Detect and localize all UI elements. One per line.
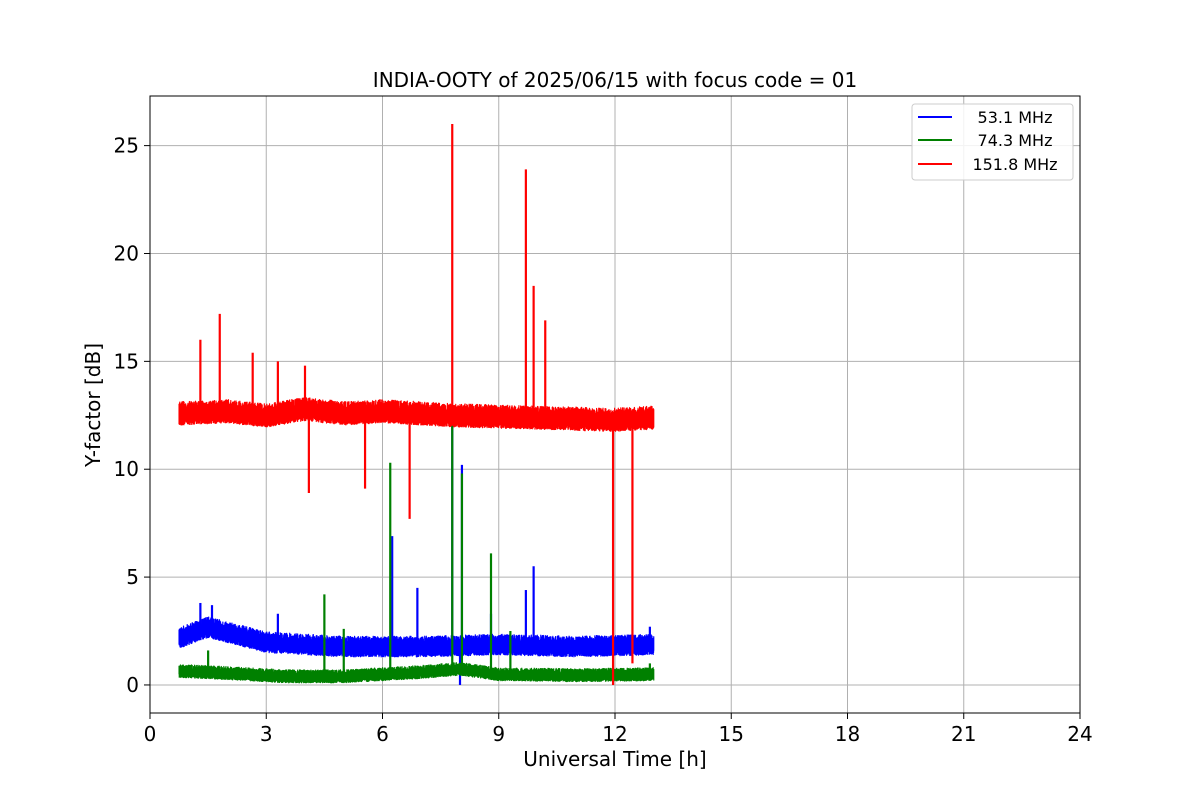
y-tick-label: 0: [126, 673, 139, 697]
legend-label-53-1: 53.1 MHz: [978, 108, 1053, 127]
y-tick-label: 25: [114, 134, 139, 158]
x-tick-label: 21: [951, 722, 976, 746]
x-tick-label: 12: [602, 722, 627, 746]
y-tick-label: 5: [126, 565, 139, 589]
series-layer: [178, 124, 655, 685]
legend-box: [911, 103, 1074, 181]
ticks: 0 3 6 9 12 15 18 21 24 0 5 10 15 20 25: [114, 134, 1093, 746]
legend: 53.1 MHz 74.3 MHz 151.8 MHz: [911, 103, 1074, 181]
chart-title: INDIA-OOTY of 2025/06/15 with focus code…: [373, 68, 857, 92]
x-tick-label: 6: [376, 722, 389, 746]
x-tick-label: 3: [260, 722, 273, 746]
legend-label-151-8: 151.8 MHz: [972, 155, 1057, 174]
x-tick-label: 18: [835, 722, 860, 746]
x-tick-label: 0: [144, 722, 157, 746]
x-axis-title: Universal Time [h]: [523, 747, 706, 771]
y-tick-label: 10: [114, 457, 139, 481]
x-tick-label: 24: [1067, 722, 1092, 746]
series-line-74-3-mhz: [178, 662, 655, 684]
y-tick-label: 15: [114, 349, 139, 373]
y-tick-label: 20: [114, 241, 139, 265]
series-line-151-8-mhz: [178, 397, 655, 432]
legend-label-74-3: 74.3 MHz: [978, 131, 1053, 150]
y-axis-title: Y-factor [dB]: [81, 343, 105, 468]
x-tick-label: 9: [492, 722, 505, 746]
x-tick-label: 15: [719, 722, 744, 746]
